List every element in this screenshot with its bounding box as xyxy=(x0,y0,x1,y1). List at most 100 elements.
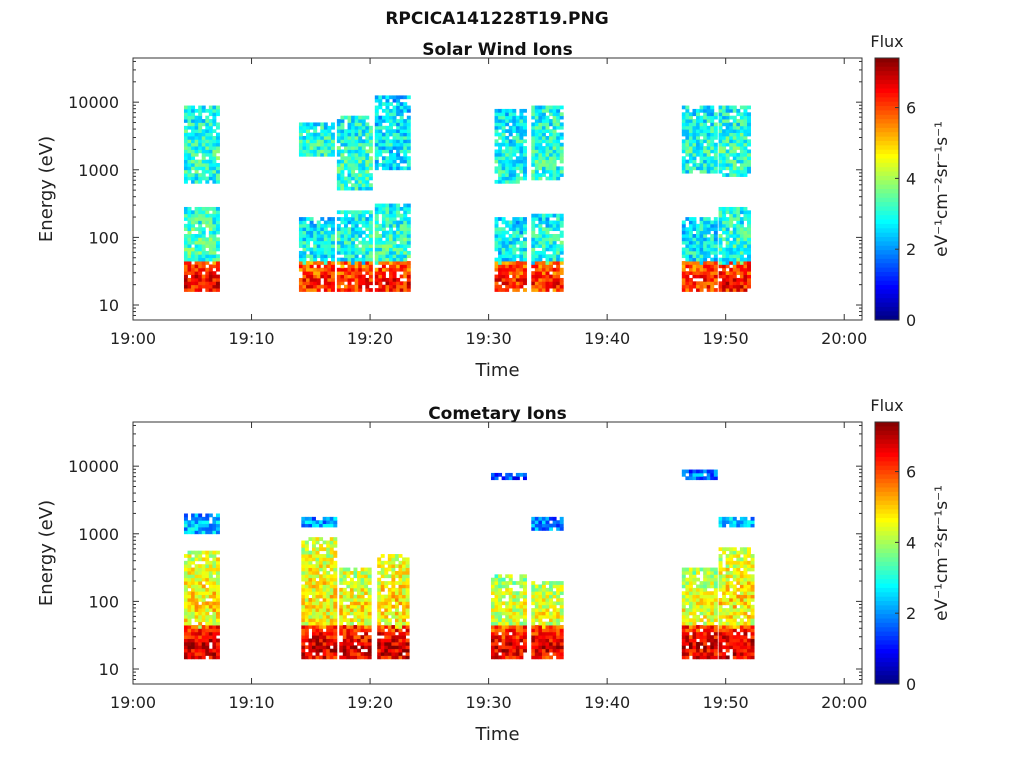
flux-cell xyxy=(344,135,348,140)
flux-cell xyxy=(368,220,373,225)
flux-cell xyxy=(315,594,320,599)
flux-cell xyxy=(187,567,192,572)
flux-cell xyxy=(208,163,213,167)
flux-cell xyxy=(396,98,401,103)
flux-cell xyxy=(490,604,495,609)
flux-cell xyxy=(347,240,352,245)
flux-cell xyxy=(515,132,520,137)
flux-cell xyxy=(718,264,723,269)
flux-cell xyxy=(298,142,303,147)
flux-cell xyxy=(725,142,730,147)
flux-cell xyxy=(215,135,220,140)
flux-cell xyxy=(351,142,356,147)
flux-cell xyxy=(549,638,554,643)
flux-cell xyxy=(743,210,748,215)
flux-cell xyxy=(515,129,520,133)
flux-cell xyxy=(353,587,358,592)
flux-cell xyxy=(191,574,196,579)
flux-cell xyxy=(706,271,711,275)
flux-cell xyxy=(706,217,711,221)
flux-cell xyxy=(515,156,520,161)
flux-cell xyxy=(743,108,748,113)
flux-cell xyxy=(374,105,379,110)
flux-cell xyxy=(183,261,188,265)
flux-cell xyxy=(205,601,210,606)
flux-cell xyxy=(699,648,704,653)
flux-cell xyxy=(556,152,561,157)
flux-cell xyxy=(545,274,550,279)
flux-cell xyxy=(319,648,324,653)
flux-cell xyxy=(512,257,517,262)
flux-cell xyxy=(508,598,513,602)
flux-cell xyxy=(378,125,383,130)
flux-cell xyxy=(212,105,217,110)
flux-cell xyxy=(398,645,403,650)
flux-cell xyxy=(306,129,311,133)
flux-cell xyxy=(357,625,361,629)
flux-cell xyxy=(534,105,539,110)
flux-cell xyxy=(340,135,345,140)
flux-cell xyxy=(505,119,510,123)
flux-cell xyxy=(519,611,524,616)
flux-cell xyxy=(378,135,383,140)
flux-cell xyxy=(378,277,383,282)
flux-cell xyxy=(384,621,389,626)
flux-cell xyxy=(351,257,356,262)
flux-cell xyxy=(344,227,348,232)
flux-cell xyxy=(304,570,309,575)
flux-cell xyxy=(681,601,686,606)
flux-cell xyxy=(538,614,543,619)
flux-cell xyxy=(205,108,210,113)
flux-cell xyxy=(333,648,338,653)
colorbar-tick-label: 0 xyxy=(906,311,916,330)
flux-cell xyxy=(306,223,311,228)
flux-cell xyxy=(361,261,366,265)
flux-cell xyxy=(512,220,517,225)
flux-cell xyxy=(739,264,744,269)
flux-cell xyxy=(389,237,393,242)
flux-cell xyxy=(358,264,363,269)
flux-cell xyxy=(333,570,338,575)
flux-cell xyxy=(208,220,213,225)
flux-cell xyxy=(191,122,196,127)
flux-cell xyxy=(212,250,217,255)
flux-cell xyxy=(347,237,352,242)
flux-cell xyxy=(212,618,217,623)
flux-cell xyxy=(194,591,199,596)
flux-cell xyxy=(323,125,328,130)
flux-cell xyxy=(308,608,313,612)
flux-cell xyxy=(406,105,411,110)
flux-cell xyxy=(333,608,338,612)
flux-cell xyxy=(306,234,311,238)
flux-cell xyxy=(194,564,199,568)
flux-cell xyxy=(559,213,564,218)
flux-cell xyxy=(505,631,510,636)
flux-cell xyxy=(194,146,199,150)
flux-cell xyxy=(519,142,524,147)
flux-cell xyxy=(703,105,708,110)
flux-cell xyxy=(685,594,690,599)
flux-cell xyxy=(692,244,697,248)
flux-cell xyxy=(394,618,399,623)
flux-cell xyxy=(725,234,730,238)
flux-cell xyxy=(703,655,708,660)
flux-cell xyxy=(556,618,561,623)
flux-cell xyxy=(515,625,520,629)
flux-cell xyxy=(399,261,404,265)
flux-cell xyxy=(498,156,503,161)
flux-cell xyxy=(399,237,404,242)
flux-cell xyxy=(522,638,527,643)
flux-cell xyxy=(531,628,536,633)
flux-cell xyxy=(556,652,561,656)
flux-cell xyxy=(365,277,370,282)
flux-cell xyxy=(739,217,744,221)
flux-cell xyxy=(342,625,347,629)
flux-cell xyxy=(541,139,546,144)
flux-cell xyxy=(549,132,554,137)
flux-cell xyxy=(681,614,686,619)
flux-cell xyxy=(706,250,711,255)
flux-cell xyxy=(722,210,727,215)
flux-cell xyxy=(322,567,327,572)
flux-cell xyxy=(541,261,546,265)
